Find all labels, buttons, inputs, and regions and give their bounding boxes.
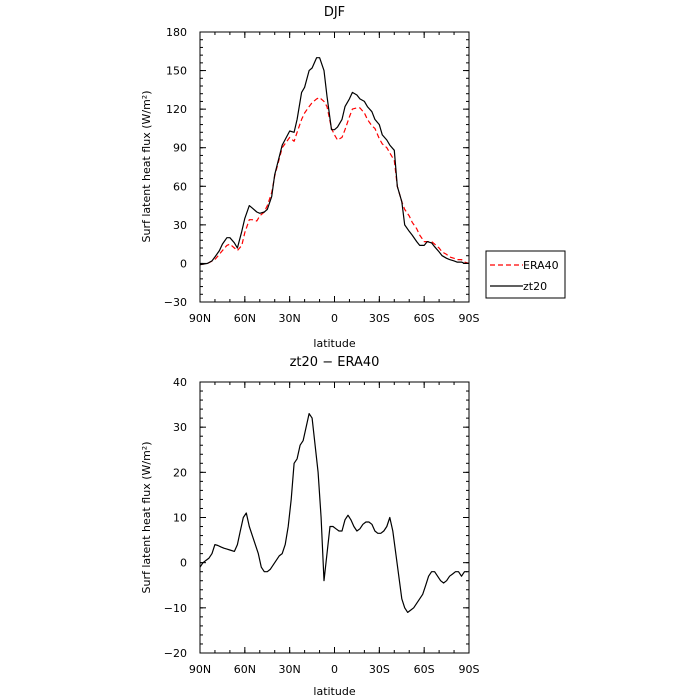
axes: 90N 60N 30N 0 30S 60S 90S −30 0 30 60 90 120 150 180 [164,26,480,325]
x-tick-label: 30S [369,312,390,325]
y-tick-label: 0 [180,257,187,270]
legend-box [485,250,566,299]
plot-lines [199,57,470,266]
series-line-difference [199,413,468,614]
y-tick-label: 60 [173,180,187,193]
y-tick-label: −30 [164,296,187,309]
plot-frame [199,31,470,303]
panel-djf: DJF 90N 60N 30N 0 30S 60S 90S −30 0 30 60 90 120 150 1… [140,5,566,350]
legend-label-era40: ERA40 [523,259,559,272]
x-tick-label: 60S [414,663,435,676]
x-tick-label: 0 [331,663,338,676]
x-tick-label: 0 [331,312,338,325]
x-tick-label: 30S [369,663,390,676]
x-tick-label: 30N [279,663,301,676]
y-tick-label: 120 [166,103,187,116]
y-tick-label: 0 [180,557,187,570]
x-tick-label: 90N [189,312,211,325]
x-tick-label: 90S [459,312,480,325]
x-axis-label: latitude [313,337,355,350]
y-tick-label: 20 [173,466,187,479]
y-tick-label: −10 [164,602,187,615]
y-tick-label: 90 [173,142,187,155]
x-tick-label: 90N [189,663,211,676]
legend-label-zt20: zt20 [523,280,547,293]
x-tick-label: 30N [279,312,301,325]
y-tick-label: 10 [173,512,187,525]
y-axis-label: Surf latent heat flux (W/m²) [140,91,153,243]
series-line-zt20 [199,57,469,266]
chart-title: DJF [324,5,345,20]
panel-difference: zt20 − ERA40 90N 60N 30N 0 30S 60S 90S −20 −10 0 1… [140,355,480,698]
axes: 90N 60N 30N 0 30S 60S 90S −20 −10 0 10 20 30 40 [164,376,480,676]
y-tick-label: 180 [166,26,187,39]
legend: ERA40 zt20 [485,250,566,299]
y-axis-label: Surf latent heat flux (W/m²) [140,442,153,594]
plot-lines [199,413,468,614]
x-tick-label: 60S [414,312,435,325]
y-tick-label: −20 [164,647,187,660]
y-tick-label: 30 [173,219,187,232]
x-tick-label: 90S [459,663,480,676]
plot-frame [199,381,470,654]
y-tick-label: 150 [166,65,187,78]
x-tick-label: 60N [234,663,256,676]
x-tick-label: 60N [234,312,256,325]
chart-title: zt20 − ERA40 [290,355,380,370]
series-line-era40 [199,96,470,266]
y-tick-label: 40 [173,376,187,389]
y-tick-label: 30 [173,421,187,434]
x-axis-label: latitude [313,685,355,698]
